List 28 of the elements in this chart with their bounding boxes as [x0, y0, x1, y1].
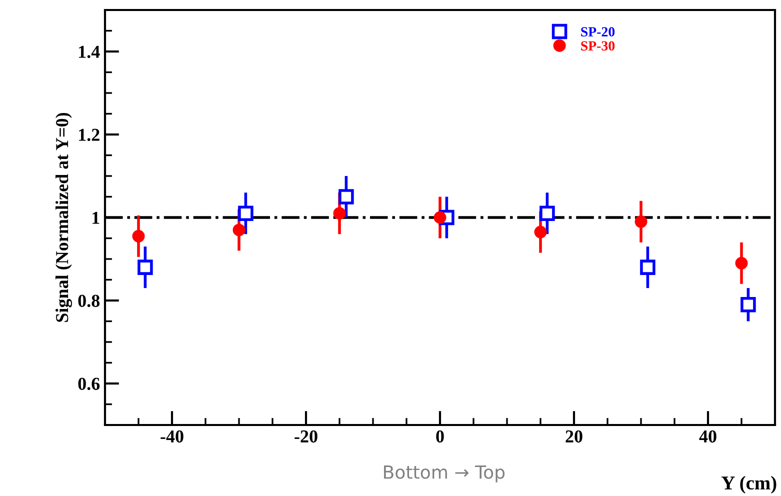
point: [534, 226, 547, 238]
x-tick-label: -20: [294, 430, 318, 443]
x-tick-label: 20: [566, 430, 582, 443]
point: [333, 207, 346, 220]
x-tick-label: 40: [699, 430, 716, 443]
x-tick-label: 0: [436, 430, 444, 443]
point: [434, 211, 446, 224]
y-axis-title: Signal (Normalized at Y=0): [56, 112, 72, 322]
point: [640, 260, 656, 275]
y-tick-label: 0.8: [78, 294, 100, 308]
point: [740, 297, 756, 312]
point: [232, 224, 246, 236]
x-tick-label: -40: [160, 430, 184, 443]
point: [138, 260, 153, 275]
text: Bottom → Top: [384, 466, 505, 482]
point: [238, 206, 254, 221]
y-tick-label: 1: [92, 212, 100, 224]
x-axis-title: Y (cm): [721, 476, 776, 494]
point: [735, 256, 748, 270]
legend-label: SP-30: [581, 41, 615, 51]
point: [540, 206, 555, 221]
y-tick-label: 0.6: [78, 378, 100, 390]
y-tick-label: 1.4: [79, 46, 100, 58]
legend-label: SP-20: [581, 27, 615, 37]
point: [132, 230, 145, 242]
point: [338, 189, 354, 204]
y-tick-label: 1.2: [79, 128, 100, 142]
point: [634, 215, 648, 228]
